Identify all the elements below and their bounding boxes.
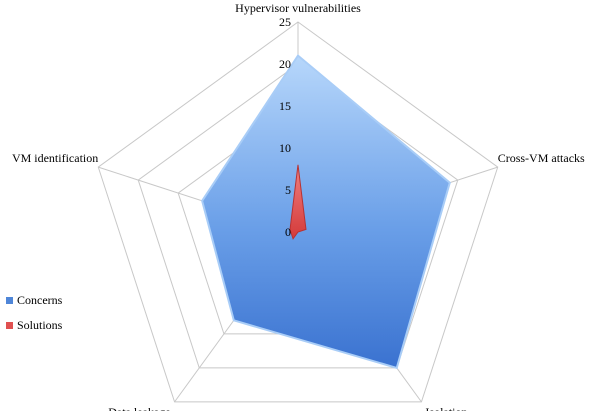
axis-label: Isolation — [425, 405, 467, 411]
radar-series — [201, 54, 451, 370]
legend-item-solutions: Solutions — [6, 313, 62, 338]
axis-label: VM identification — [12, 151, 98, 165]
grid-ring — [97, 21, 499, 403]
tick-label: 0 — [285, 225, 291, 239]
legend-swatch-concerns — [6, 297, 13, 304]
legend-item-concerns: Concerns — [6, 288, 62, 313]
axis-label: Hypervisor vulnerabilities — [235, 1, 361, 15]
axis-label: Cross-VM attacks — [498, 151, 585, 165]
legend-swatch-solutions — [6, 322, 13, 329]
tick-label: 15 — [279, 99, 291, 113]
tick-label: 25 — [279, 15, 291, 29]
radar-ticks: 0 5 10 15 20 25 — [279, 15, 291, 239]
series-area-concerns — [201, 54, 451, 370]
tick-label: 20 — [279, 57, 291, 71]
axis-label: Data leakage — [108, 405, 170, 411]
tick-label: 5 — [285, 183, 291, 197]
grid-ring — [137, 63, 459, 369]
legend-label-solutions: Solutions — [17, 318, 63, 332]
radar-axis-labels: Hypervisor vulnerabilities Cross-VM attac… — [12, 1, 585, 411]
series-area-solutions — [289, 164, 307, 240]
legend-label-concerns: Concerns — [17, 293, 63, 307]
legend: Concerns Solutions — [6, 288, 62, 338]
tick-label: 10 — [279, 141, 291, 155]
